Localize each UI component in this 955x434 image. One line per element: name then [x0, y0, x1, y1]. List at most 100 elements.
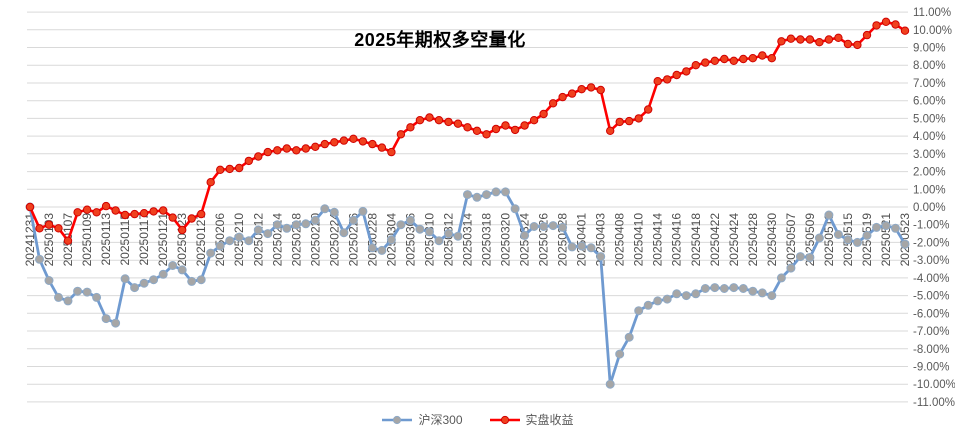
y-tick-label: 7.00%: [913, 78, 946, 90]
x-tick-label: 20250228: [365, 213, 379, 267]
data-point-marker: [386, 235, 396, 245]
legend-item-hs300[interactable]: 沪深300: [381, 411, 463, 428]
x-tick-label: 20250422: [708, 213, 722, 267]
data-point-marker: [339, 136, 349, 145]
data-point-marker: [82, 205, 92, 214]
x-tick-label: 20250212: [251, 213, 265, 267]
data-point-marker: [567, 89, 577, 98]
data-point-marker: [63, 296, 73, 306]
data-point-marker: [311, 142, 320, 152]
legend-item-shipan[interactable]: 实盘收益: [489, 411, 574, 428]
data-point-marker: [111, 206, 120, 215]
gridlines: [27, 11, 908, 403]
data-point-marker: [738, 284, 748, 293]
data-point-marker: [872, 222, 881, 232]
data-point-marker: [691, 289, 701, 299]
data-point-marker: [282, 144, 291, 153]
data-point-marker: [406, 123, 415, 132]
y-tick-label: -4.00%: [913, 273, 949, 285]
data-point-marker: [881, 17, 891, 26]
data-point-marker: [177, 265, 187, 275]
data-point-marker: [130, 283, 140, 293]
data-point-marker: [653, 77, 662, 86]
data-point-marker: [767, 54, 776, 63]
data-point-marker: [672, 70, 681, 80]
data-point-marker: [44, 220, 54, 229]
data-point-marker: [510, 125, 520, 135]
x-tick-label: 20250117: [137, 213, 151, 266]
data-point-marker: [320, 139, 329, 149]
data-point-marker: [396, 130, 406, 139]
data-point-marker: [349, 134, 358, 144]
y-tick-label: 6.00%: [913, 96, 946, 108]
data-point-marker: [605, 379, 615, 389]
data-point-marker: [615, 117, 624, 127]
data-point-marker: [539, 222, 549, 231]
data-point-marker: [815, 38, 824, 47]
data-point-marker: [529, 222, 539, 231]
y-tick-label: 3.00%: [913, 149, 946, 161]
y-tick-label: 2.00%: [913, 167, 946, 179]
data-point-marker: [358, 137, 368, 146]
data-point-marker: [330, 138, 339, 147]
data-point-marker: [482, 130, 491, 139]
data-point-marker: [368, 139, 377, 149]
data-point-marker: [234, 232, 244, 242]
data-point-marker: [624, 332, 634, 342]
x-tick-label: 20250306: [403, 213, 417, 267]
x-tick-label: 20250408: [613, 213, 627, 267]
legend-label-shipan: 实盘收益: [525, 413, 574, 427]
data-point-marker: [491, 187, 501, 197]
data-point-marker: [710, 56, 719, 65]
data-point-marker: [472, 126, 482, 136]
data-point-marker: [586, 243, 596, 253]
data-point-marker: [757, 288, 767, 298]
data-point-marker: [501, 187, 510, 197]
x-tick-label: 20250109: [80, 213, 94, 267]
data-point-marker: [881, 221, 891, 231]
y-tick-label: 0.00%: [913, 202, 946, 214]
data-point-marker: [520, 121, 529, 130]
data-point-marker: [786, 263, 796, 273]
data-point-marker: [54, 292, 63, 302]
data-point-marker: [263, 147, 272, 157]
x-tick-label: 20250401: [575, 213, 589, 267]
data-point-marker: [358, 206, 368, 216]
data-point-marker: [158, 269, 168, 279]
data-point-marker: [805, 253, 815, 262]
data-point-marker: [225, 164, 234, 174]
data-point-marker: [282, 223, 292, 233]
data-point-marker: [197, 209, 206, 219]
x-tick-label: 20250206: [213, 213, 227, 267]
x-axis-labels: 2024123120250103202501072025010920250113…: [23, 213, 912, 267]
data-point-marker: [548, 221, 558, 231]
data-point-marker: [273, 146, 282, 155]
data-point-marker: [634, 114, 643, 123]
data-point-marker: [310, 215, 320, 225]
data-point-marker: [367, 243, 377, 253]
data-point-marker: [843, 39, 853, 49]
data-point-marker: [120, 210, 130, 220]
data-point-marker: [263, 229, 273, 239]
data-point-marker: [377, 245, 387, 255]
y-axis-labels: 11.00% 10.00% 9.00% 8.00% 7.00% 6.00% 5.00% 4.0…: [913, 7, 955, 409]
data-point-marker: [852, 237, 862, 247]
data-point-marker: [653, 296, 663, 306]
data-point-marker: [206, 248, 216, 258]
data-point-marker: [235, 163, 244, 173]
data-point-marker: [168, 213, 177, 222]
data-point-marker: [444, 229, 453, 239]
data-point-marker: [577, 241, 587, 251]
data-point-marker: [92, 292, 102, 302]
legend: 沪深300 实盘收益: [0, 411, 955, 428]
data-point-marker: [862, 30, 872, 40]
data-point-marker: [501, 121, 510, 130]
x-tick-label: 20250410: [632, 213, 646, 267]
data-point-marker: [834, 33, 843, 42]
data-point-marker: [795, 252, 805, 262]
data-point-marker: [596, 85, 605, 95]
x-tick-label: 20250224: [327, 213, 341, 267]
data-point-marker: [387, 147, 396, 157]
data-point-marker: [159, 206, 168, 215]
x-tick-label: 20250314: [461, 213, 475, 267]
